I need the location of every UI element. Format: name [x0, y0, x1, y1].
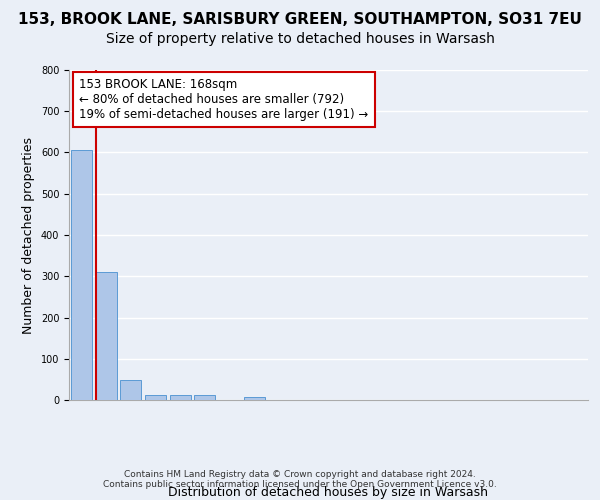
Y-axis label: Number of detached properties: Number of detached properties: [22, 136, 35, 334]
Bar: [120, 380, 141, 400]
Bar: [95, 272, 116, 400]
X-axis label: Distribution of detached houses by size in Warsash: Distribution of detached houses by size …: [169, 486, 488, 499]
Bar: [71, 150, 92, 400]
Bar: [145, 395, 166, 400]
Bar: [170, 394, 191, 400]
Text: Size of property relative to detached houses in Warsash: Size of property relative to detached ho…: [106, 32, 494, 46]
Bar: [194, 395, 215, 400]
Text: Contains HM Land Registry data © Crown copyright and database right 2024.
Contai: Contains HM Land Registry data © Crown c…: [103, 470, 497, 489]
Text: 153, BROOK LANE, SARISBURY GREEN, SOUTHAMPTON, SO31 7EU: 153, BROOK LANE, SARISBURY GREEN, SOUTHA…: [18, 12, 582, 28]
Text: 153 BROOK LANE: 168sqm
← 80% of detached houses are smaller (792)
19% of semi-de: 153 BROOK LANE: 168sqm ← 80% of detached…: [79, 78, 368, 121]
Bar: [244, 397, 265, 400]
